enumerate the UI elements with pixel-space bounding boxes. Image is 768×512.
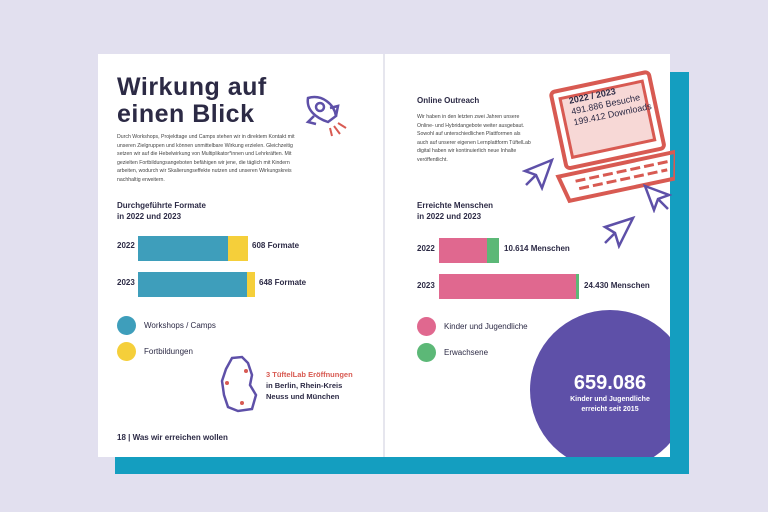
page-title: Wirkung auf einen Blick <box>117 73 267 128</box>
cursor-icon <box>601 215 636 249</box>
bar-segment-fortbildungen <box>246 272 255 297</box>
legend-item-erwachsene: Erwachsene <box>417 343 488 362</box>
legend-label: Workshops / Camps <box>144 321 216 330</box>
bar-2023-people <box>439 274 579 299</box>
legend-item-fortbildungen: Fortbildungen <box>117 342 193 361</box>
total-reached: 659.086 Kinder und Jugendliche erreicht s… <box>545 372 675 415</box>
legend-label: Erwachsene <box>444 348 489 357</box>
formats-chart-title: Durchgeführte Formate in 2022 und 2023 <box>117 201 206 221</box>
highlight-circle-clip <box>530 310 670 457</box>
bar-segment-kinder <box>439 238 487 263</box>
page-fold <box>383 54 385 457</box>
cursor-icon <box>642 183 672 213</box>
cursor-icon <box>522 157 555 191</box>
year-label: 2022 <box>117 241 135 250</box>
outreach-title: Online Outreach <box>417 96 480 105</box>
outreach-text: Wir haben in den letzten zwei Jahren uns… <box>417 114 531 163</box>
rocket-icon <box>305 95 347 137</box>
bar-segment-fortbildungen <box>228 236 248 261</box>
bar-segment-kinder <box>439 274 577 299</box>
value-label: 10.614 Menschen <box>504 244 570 253</box>
value-label: 648 Formate <box>259 278 307 287</box>
bar-segment-erwachsene <box>576 274 579 299</box>
bar-segment-workshops <box>138 272 247 297</box>
year-label: 2022 <box>417 244 435 253</box>
bar-2022-formats <box>138 236 248 261</box>
value-label: 608 Formate <box>252 241 300 250</box>
legend-swatch <box>117 342 136 361</box>
intro-text: Durch Workshops, Projekttage und Camps s… <box>117 134 295 183</box>
page-footer: 18 | Was wir erreichen wollen <box>117 433 228 442</box>
people-chart-title: Erreichte Menschen in 2022 und 2023 <box>417 201 494 221</box>
germany-map-icon <box>220 355 258 413</box>
legend-swatch <box>117 316 136 335</box>
legend-item-workshops: Workshops / Camps <box>117 316 216 335</box>
bar-segment-erwachsene <box>487 238 499 263</box>
bar-segment-workshops <box>138 236 229 261</box>
value-label: 24.430 Menschen <box>584 281 650 290</box>
legend-swatch <box>417 343 436 362</box>
laptop-illustration <box>549 70 675 204</box>
year-label: 2023 <box>117 278 135 287</box>
bar-2023-formats <box>138 272 255 297</box>
map-caption: 3 TüftelLab Eröffnungen in Berlin, Rhein-… <box>266 370 353 401</box>
total-caption: Kinder und Jugendliche erreicht seit 2015 <box>570 396 650 413</box>
legend-label: Kinder und Jugendliche <box>444 322 528 331</box>
bar-2022-people <box>439 238 499 263</box>
legend-item-kinder: Kinder und Jugendliche <box>417 317 528 336</box>
total-number: 659.086 <box>573 372 647 394</box>
legend-label: Fortbildungen <box>144 347 193 356</box>
year-label: 2023 <box>417 281 435 290</box>
legend-swatch <box>417 317 436 336</box>
